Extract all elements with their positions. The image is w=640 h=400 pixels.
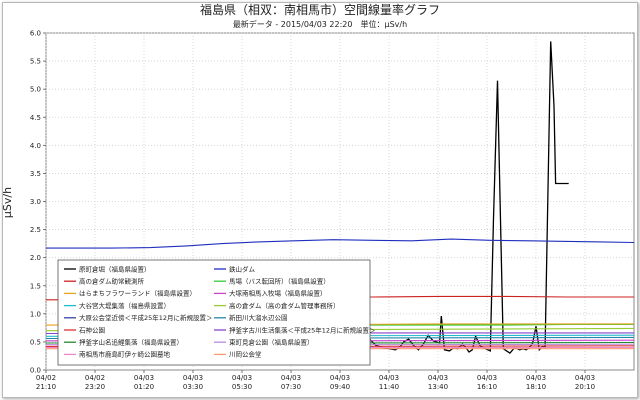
x-tick-date: 04/03 (379, 374, 399, 382)
x-tick-date: 04/03 (428, 374, 448, 382)
y-tick-label: 5.5 (30, 58, 41, 66)
x-tick-time: 13:40 (428, 383, 448, 391)
y-tick-label: 2.0 (30, 254, 41, 262)
y-tick-label: 3.0 (30, 198, 41, 206)
x-tick-date: 04/03 (330, 374, 350, 382)
legend-label: 原町倉堀（福島県設置） (79, 264, 151, 273)
legend-label: 高の倉ダム（高の倉ダム管理事務所） (229, 301, 340, 310)
legend-label: 川岡公会堂 (229, 350, 262, 359)
y-tick-label: 5.0 (30, 86, 41, 94)
x-tick-time: 11:40 (379, 383, 399, 391)
x-tick-date: 04/03 (134, 374, 154, 382)
x-tick-time: 07:30 (281, 383, 301, 391)
x-tick-date: 04/03 (232, 374, 252, 382)
x-tick-time: 03:30 (183, 383, 203, 391)
y-tick-label: 1.0 (30, 310, 41, 318)
y-tick-label: 4.5 (30, 114, 41, 122)
series-line (46, 238, 635, 249)
x-tick-time: 23:20 (85, 383, 105, 391)
x-tick-date: 04/03 (281, 374, 301, 382)
x-tick-time: 21:10 (36, 383, 56, 391)
y-tick-label: 2.5 (30, 226, 41, 234)
legend-label: 大谷宮大堤集落（福島県設置） (79, 301, 170, 310)
y-tick-label: 3.5 (30, 170, 41, 178)
x-tick-date: 04/03 (183, 374, 203, 382)
x-tick-date: 04/02 (85, 374, 105, 382)
x-tick-date: 04/03 (477, 374, 497, 382)
legend-label: 高の倉ダム助常観測所 (79, 277, 145, 286)
x-tick-time: 16:10 (477, 383, 497, 391)
x-tick-time: 09:40 (330, 383, 350, 391)
legend-label: 大塚南相馬入牧場（福島県設置） (229, 289, 327, 298)
x-tick-time: 05:30 (232, 383, 252, 391)
legend-label: 東町見倉公園（福島県設置） (229, 338, 314, 347)
x-tick-time: 20:10 (575, 383, 595, 391)
y-tick-label: 6.0 (30, 30, 41, 38)
legend-label: 押釜字山名追鯉集落（福島県設置） (79, 338, 183, 347)
legend-label: 大原公会堂近傍＜平成25年12月に新規設置＞ (79, 313, 213, 322)
legend-label: 石神公園 (79, 325, 105, 334)
y-tick-label: 0.5 (30, 338, 41, 346)
y-tick-label: 0.0 (30, 367, 41, 375)
x-tick-time: 01:20 (134, 383, 154, 391)
legend-label: 馬場（バス転回所）（福島県設置） (229, 277, 330, 286)
legend-label: 南相馬市鹿島町伊ヶ崎公園墓地 (79, 350, 171, 359)
legend-label: 押釜字古川生活集落＜平成25年12月に新規設置＞ (229, 325, 376, 334)
x-tick-date: 04/02 (36, 374, 56, 382)
axis-layer: 0.0 0.5 1.0 1.5 2.0 2.5 3.0 3.5 4.0 4.5 5.0 5.5 6.0 0… (30, 30, 595, 392)
chart-title: 福島県（相双：南相馬市）空間線量率グラフ (199, 3, 440, 17)
y-tick-label: 4.0 (30, 142, 41, 150)
chart-subtitle: 最新データ - 2015/04/03 22:20 単位：μSv/h (232, 20, 408, 29)
x-tick-time: 18:10 (526, 383, 546, 391)
x-tick-date: 04/03 (526, 374, 546, 382)
x-tick-date: 04/03 (575, 374, 595, 382)
legend-label: はらまちフラワーランド（福島県設置） (79, 289, 196, 298)
y-tick-label: 1.5 (30, 282, 41, 290)
legend-label: 新田川大溜水辺公園 (229, 313, 288, 322)
legend-box (57, 259, 371, 366)
legend-label: 鉄山ダム (229, 264, 256, 273)
